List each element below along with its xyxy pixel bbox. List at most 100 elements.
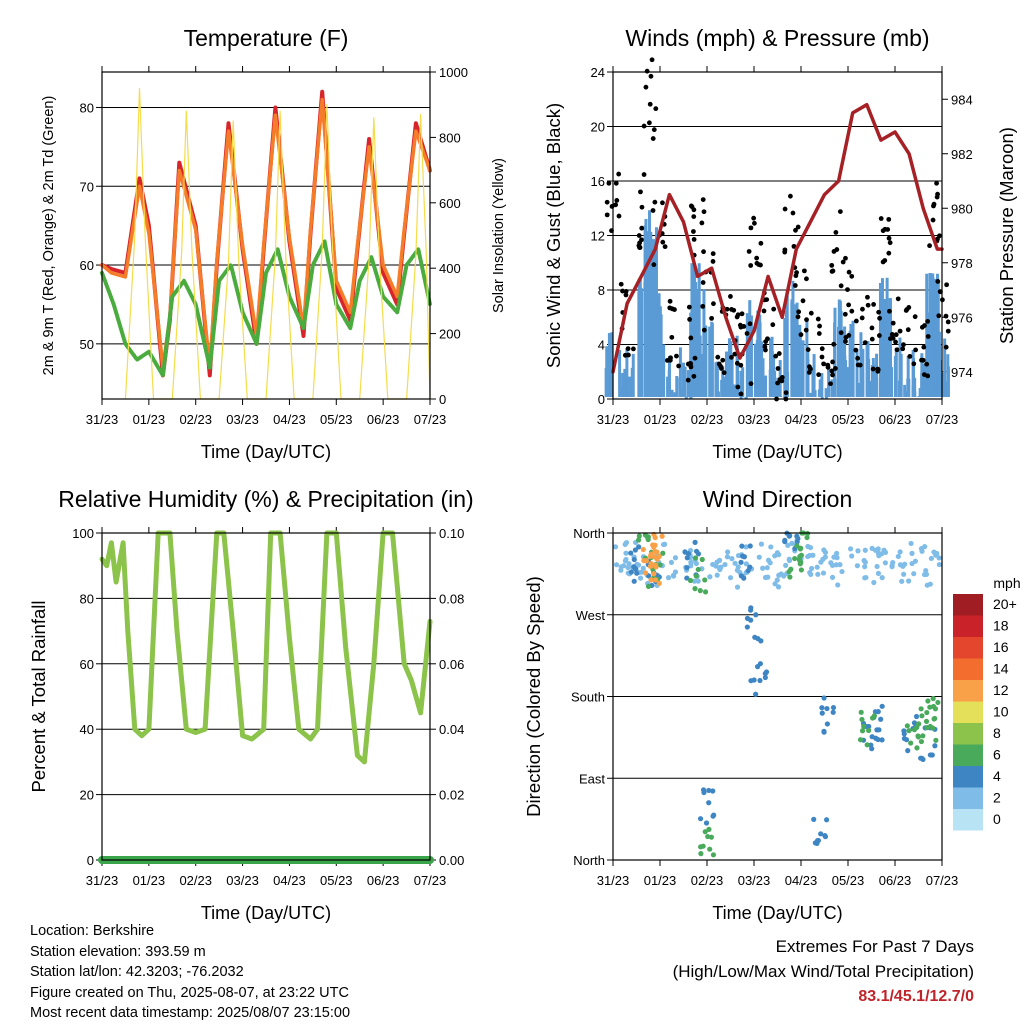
gust-point — [886, 250, 892, 256]
wind-direction-point — [797, 546, 803, 552]
wind-direction-point — [758, 638, 764, 644]
extremes-values: 83.1/45.1/12.7/0 — [858, 988, 974, 1005]
gust-point — [919, 324, 925, 330]
legend-label: 12 — [993, 682, 1009, 698]
y-axis-label: Direction (Colored By Speed) — [523, 576, 544, 817]
x-tick-label: 01/23 — [133, 873, 166, 888]
wind-direction-point — [876, 727, 882, 733]
gust-point — [779, 378, 785, 384]
gust-point — [798, 332, 804, 338]
series-line — [124, 87, 431, 400]
y2-tick-label: 800 — [439, 130, 461, 145]
wind-direction-point — [672, 555, 679, 561]
wind-direction-point — [693, 560, 699, 567]
gust-point — [748, 225, 754, 231]
wind-direction-point — [908, 540, 914, 547]
wind-direction-point — [734, 584, 741, 590]
gust-point — [735, 312, 741, 318]
wind-direction-point — [695, 566, 701, 573]
y-tick-label: 0 — [598, 392, 605, 407]
wind-direction-point — [922, 544, 928, 550]
wind-direction-point — [859, 728, 866, 734]
x-axis-label: Time (Day/UTC) — [712, 903, 842, 923]
wind-direction-point — [830, 704, 837, 711]
gust-point — [821, 361, 827, 367]
x-tick-label: 05/23 — [320, 873, 353, 888]
gust-point — [775, 380, 780, 386]
wind-direction-point — [628, 550, 634, 556]
gust-point — [907, 353, 913, 359]
wind-direction-point — [834, 550, 840, 556]
wind-direction-point — [782, 537, 788, 543]
wind-direction-point — [702, 589, 709, 595]
gust-point — [869, 325, 875, 331]
gust-point — [925, 318, 931, 324]
legend-swatch — [953, 680, 983, 702]
wind-direction-point — [808, 565, 815, 572]
gust-point — [648, 73, 654, 79]
gust-point — [700, 303, 706, 309]
y2-tick-label: 200 — [439, 327, 461, 342]
wind-direction-point — [788, 566, 794, 572]
gust-point — [637, 245, 642, 250]
gust-point — [901, 342, 906, 348]
gust-point — [735, 384, 741, 390]
gust-point — [734, 360, 740, 366]
wind-direction-point — [936, 555, 942, 561]
wind-direction-point — [743, 544, 749, 550]
wind-direction-point — [928, 555, 934, 562]
wind-direction-point — [705, 833, 711, 840]
legend-swatch — [953, 809, 983, 831]
gust-point — [895, 296, 901, 302]
gust-point — [748, 381, 754, 387]
wind-direction-point — [794, 539, 800, 545]
gust-point — [748, 263, 754, 268]
wind-direction-point — [646, 573, 652, 579]
wind-direction-point — [794, 533, 800, 539]
plot-frame — [612, 71, 943, 400]
y2-axis-label: Station Pressure (Maroon) — [996, 127, 1017, 344]
wind-direction-point — [857, 737, 864, 743]
gust-point — [691, 373, 697, 379]
wind-direction-point — [692, 555, 699, 561]
gust-point — [701, 249, 706, 255]
y-tick-label: 12 — [591, 229, 605, 244]
legend-label: 14 — [993, 661, 1009, 677]
gust-point — [878, 216, 884, 221]
y2-tick-label: 0.08 — [439, 591, 464, 606]
gust-point — [845, 287, 850, 293]
legend-swatch — [953, 723, 983, 745]
gust-point — [945, 319, 951, 325]
gust-point — [862, 340, 868, 346]
y2-tick-label: 984 — [951, 92, 973, 107]
y2-tick-label: 0.04 — [439, 722, 464, 737]
gust-point — [860, 306, 865, 312]
gust-point — [790, 210, 796, 216]
wind-direction-point — [847, 546, 854, 552]
gust-point — [616, 213, 622, 219]
gust-point — [869, 336, 875, 342]
gust-point — [651, 127, 657, 133]
wind-direction-point — [659, 533, 665, 539]
gust-point — [803, 327, 809, 333]
wind-direction-point — [651, 571, 657, 577]
gust-point — [846, 269, 852, 275]
x-tick-label: 05/23 — [832, 412, 865, 427]
wind-direction-point — [668, 559, 675, 566]
gust-point — [604, 199, 610, 205]
gust-point — [758, 262, 763, 268]
wind-direction-point — [914, 745, 920, 751]
x-tick-label: 02/23 — [691, 412, 724, 427]
x-tick-label: 06/23 — [879, 873, 912, 888]
y2-tick-label: 0.00 — [439, 853, 464, 868]
x-tick-label: 31/23 — [86, 412, 119, 427]
gust-point — [865, 294, 870, 300]
wind-direction-point — [909, 550, 915, 556]
y-tick-label: 80 — [80, 591, 94, 606]
gust-point — [875, 367, 881, 373]
wind-direction-point — [819, 710, 825, 716]
wind-direction-point — [797, 561, 803, 567]
wind-direction-point — [637, 575, 644, 581]
gust-point — [692, 355, 698, 361]
gust-point — [747, 321, 753, 327]
